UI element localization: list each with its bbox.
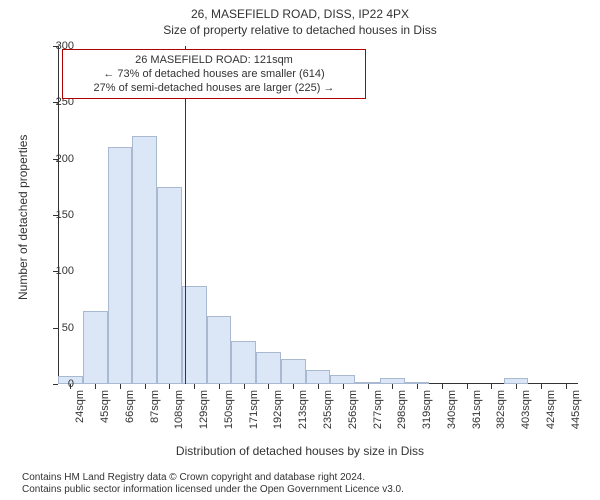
bar: [330, 375, 355, 384]
x-tick: [194, 384, 195, 389]
annotation-line-1: 26 MASEFIELD ROAD: 121sqm: [69, 53, 359, 67]
bar: [306, 370, 331, 384]
x-tick: [120, 384, 121, 389]
x-tick-label: 424sqm: [545, 390, 557, 429]
x-tick-label: 192sqm: [272, 390, 284, 429]
x-tick: [541, 384, 542, 389]
x-tick: [343, 384, 344, 389]
x-tick-label: 403sqm: [520, 390, 532, 429]
y-tick-label: 50: [44, 322, 74, 334]
x-tick: [417, 384, 418, 389]
x-tick: [244, 384, 245, 389]
y-tick-label: 150: [44, 209, 74, 221]
y-tick: [53, 215, 58, 216]
x-tick-label: 213sqm: [297, 390, 309, 429]
x-tick-label: 235sqm: [322, 390, 334, 429]
x-tick-label: 45sqm: [99, 390, 111, 423]
chart-container: 26, MASEFIELD ROAD, DISS, IP22 4PX Size …: [0, 0, 600, 500]
footer: Contains HM Land Registry data © Crown c…: [22, 472, 404, 496]
x-tick-label: 108sqm: [173, 390, 185, 429]
bar: [207, 316, 232, 384]
y-tick: [53, 159, 58, 160]
x-tick: [566, 384, 567, 389]
x-tick: [293, 384, 294, 389]
x-tick-label: 277sqm: [372, 390, 384, 429]
y-axis-label: Number of detached properties: [16, 135, 30, 300]
x-tick-label: 150sqm: [223, 390, 235, 429]
x-tick-label: 298sqm: [396, 390, 408, 429]
bar: [108, 147, 133, 384]
x-tick-label: 340sqm: [446, 390, 458, 429]
bar: [281, 359, 306, 384]
x-tick-label: 87sqm: [149, 390, 161, 423]
x-tick: [219, 384, 220, 389]
bar: [132, 136, 157, 384]
x-tick-label: 319sqm: [421, 390, 433, 429]
annotation-line-3: 27% of semi-detached houses are larger (…: [69, 81, 359, 95]
x-tick: [95, 384, 96, 389]
x-tick: [442, 384, 443, 389]
x-tick-label: 66sqm: [124, 390, 136, 423]
x-tick-label: 256sqm: [347, 390, 359, 429]
x-tick: [467, 384, 468, 389]
bar: [256, 352, 281, 384]
x-tick-label: 382sqm: [495, 390, 507, 429]
x-tick: [368, 384, 369, 389]
title-line-2: Size of property relative to detached ho…: [0, 22, 600, 38]
x-tick-label: 129sqm: [198, 390, 210, 429]
x-tick-label: 171sqm: [248, 390, 260, 429]
x-tick-label: 445sqm: [570, 390, 582, 429]
titles: 26, MASEFIELD ROAD, DISS, IP22 4PX Size …: [0, 0, 600, 38]
y-tick: [53, 384, 58, 385]
x-tick: [491, 384, 492, 389]
x-tick: [145, 384, 146, 389]
y-tick-label: 200: [44, 153, 74, 165]
x-tick: [318, 384, 319, 389]
annotation-box: 26 MASEFIELD ROAD: 121sqm ← 73% of detac…: [62, 49, 366, 99]
y-tick: [53, 102, 58, 103]
x-tick: [268, 384, 269, 389]
y-tick: [53, 46, 58, 47]
title-line-1: 26, MASEFIELD ROAD, DISS, IP22 4PX: [0, 6, 600, 22]
x-tick: [70, 384, 71, 389]
footer-line-1: Contains HM Land Registry data © Crown c…: [22, 472, 404, 484]
x-tick: [516, 384, 517, 389]
bar: [157, 187, 182, 384]
y-tick-label: 100: [44, 265, 74, 277]
bar: [83, 311, 108, 384]
annotation-line-2: ← 73% of detached houses are smaller (61…: [69, 67, 359, 81]
y-tick: [53, 271, 58, 272]
x-tick-label: 361sqm: [471, 390, 483, 429]
footer-line-2: Contains public sector information licen…: [22, 484, 404, 496]
x-tick: [392, 384, 393, 389]
x-tick: [169, 384, 170, 389]
bar: [231, 341, 256, 384]
y-tick: [53, 328, 58, 329]
x-tick-label: 24sqm: [74, 390, 86, 423]
x-axis-label: Distribution of detached houses by size …: [0, 444, 600, 458]
